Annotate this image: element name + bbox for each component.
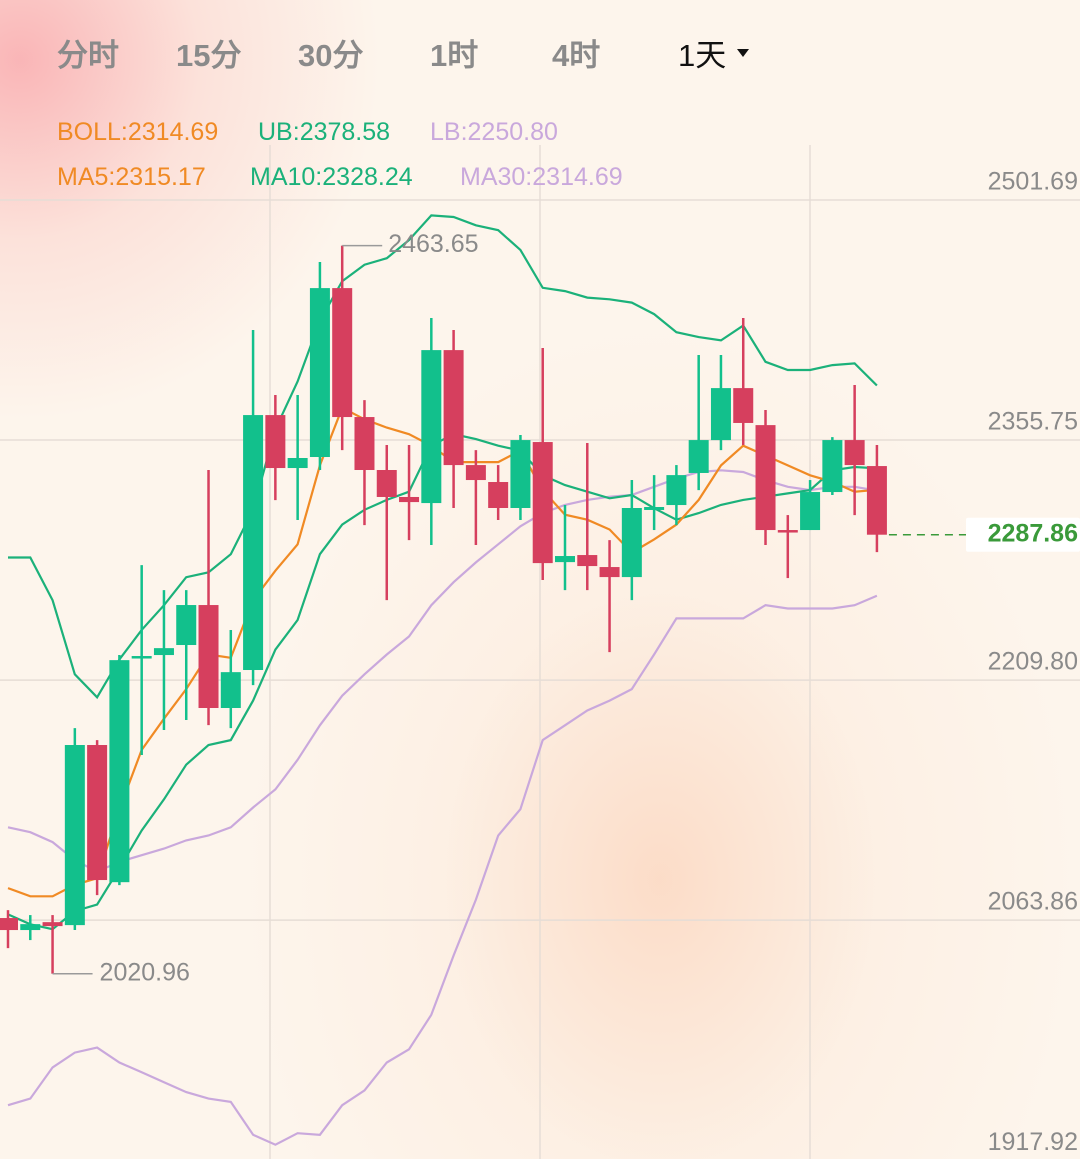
vertical-grid	[269, 145, 811, 1159]
indicator-value: 2314.69	[532, 163, 622, 191]
dropdown-caret[interactable]	[737, 49, 749, 57]
indicator-name: UB:	[258, 118, 300, 146]
candle-body	[376, 470, 397, 497]
tab[interactable]: 1时	[430, 38, 478, 73]
indicator-label: MA30:2314.69	[460, 163, 623, 191]
candle-body	[0, 918, 18, 931]
indicator-line	[7, 406, 877, 898]
candle-body	[822, 440, 843, 493]
indicator-name: MA30:	[460, 163, 532, 191]
candle-body	[243, 415, 264, 671]
candle-body	[733, 388, 754, 423]
indicator-value: 2315.17	[115, 163, 205, 191]
candle-body	[844, 440, 865, 466]
candle-body	[421, 350, 442, 504]
indicator-value: 2314.69	[128, 118, 218, 146]
candle-body	[131, 656, 152, 659]
candle-body	[109, 660, 130, 883]
y-tick-label: 2355.75	[988, 408, 1078, 436]
candle-body	[153, 648, 174, 656]
indicator-value: 2378.58	[300, 118, 390, 146]
candle-body	[710, 388, 731, 441]
indicator-label: LB:2250.80	[430, 118, 558, 146]
candle-body	[755, 425, 776, 531]
candle-body	[510, 440, 531, 509]
candle-body	[532, 442, 553, 564]
candle-body	[688, 440, 709, 473]
indicator-label: UB:2378.58	[258, 118, 390, 146]
candle-body	[800, 492, 821, 531]
candle-body	[87, 745, 108, 881]
candle-body	[220, 672, 241, 709]
candle-body	[287, 457, 308, 469]
tab[interactable]: 30分	[298, 38, 363, 73]
y-tick-label: 1917.92	[988, 1128, 1078, 1156]
candle-body	[332, 288, 353, 418]
tab[interactable]: 4时	[552, 38, 600, 73]
y-tick-label: 2209.80	[988, 648, 1078, 676]
indicator-name: LB:	[430, 118, 468, 146]
low-label: 2020.96	[100, 958, 190, 986]
tab[interactable]: 分时	[57, 38, 119, 73]
candle-body	[621, 508, 642, 578]
tab[interactable]: 1天	[678, 38, 726, 73]
indicator-label: BOLL:2314.69	[57, 118, 218, 146]
y-tick-label: 2063.86	[988, 888, 1078, 916]
candle-body	[265, 415, 286, 469]
indicator-line	[7, 469, 878, 873]
indicator-value: 2328.24	[322, 163, 412, 191]
last-price-box	[966, 517, 1080, 552]
candle-body	[644, 507, 665, 510]
candle-body	[666, 475, 687, 506]
candle-body	[42, 922, 63, 927]
tab[interactable]: 15分	[176, 38, 241, 73]
candle-body	[399, 496, 420, 503]
candle-body	[176, 605, 197, 646]
indicator-name: MA5:	[57, 163, 115, 191]
indicator-name: MA10:	[250, 163, 322, 191]
candle-body	[198, 605, 219, 709]
candle-body	[443, 350, 464, 466]
indicator-line	[8, 214, 878, 700]
candle-body	[354, 417, 375, 471]
candle-body	[465, 465, 486, 481]
candle-body	[555, 556, 575, 563]
candle-body	[866, 466, 887, 535]
high-label: 2463.65	[388, 230, 478, 258]
indicator-label: MA5:2315.17	[57, 163, 206, 191]
candle-body	[599, 567, 620, 578]
candle-body	[20, 924, 41, 931]
candle-body	[777, 530, 798, 533]
indicator-value: 2250.80	[468, 118, 558, 146]
indicator-label: MA10:2328.24	[250, 163, 413, 191]
last-price-label: 2287.86	[988, 519, 1078, 547]
indicator-name: BOLL:	[57, 118, 128, 146]
candle-body	[577, 555, 598, 567]
indicator-line	[7, 433, 877, 931]
y-tick-label: 2501.69	[988, 168, 1078, 196]
candle-body	[64, 745, 85, 926]
candle-body	[488, 482, 509, 509]
candle-body	[309, 288, 330, 458]
indicator-line	[7, 594, 878, 1146]
